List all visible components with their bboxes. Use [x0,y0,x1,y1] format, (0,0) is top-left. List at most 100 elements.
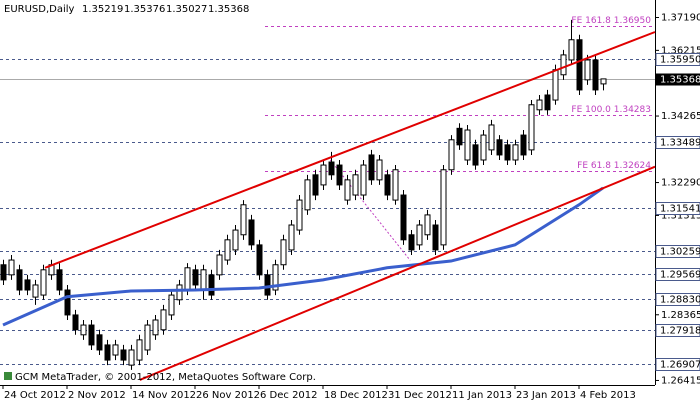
current-price-box [656,73,700,86]
candle-body [512,144,519,161]
candle-body [496,139,503,156]
open-value: 1.35219 [82,4,123,15]
candle-body [416,224,423,246]
y-tick-label: 1.26415 [661,375,700,386]
candle-body [408,234,415,251]
candle-body [344,179,351,201]
fibo-line [329,159,411,261]
x-tick-label: 31 Dec 2012 [388,390,452,401]
channel-line [44,31,656,269]
candle-body [96,334,103,351]
close-value: 1.35368 [208,4,249,15]
footer-icon [4,372,12,380]
y-tick-label: 1.37190 [661,13,700,24]
candle-body [304,179,311,211]
y-tick-label: 1.36215 [661,45,700,56]
candle-body [456,127,463,146]
candle-body [536,99,543,111]
candle-body [568,39,575,61]
candle-body [384,174,391,196]
x-tick-label: 14 Nov 2012 [132,390,196,401]
candle-body [352,174,359,196]
candle-body [392,169,399,201]
candle-body [472,144,479,166]
x-tick-label: 18 Dec 2012 [324,390,388,401]
candle-body [176,284,183,301]
x-tick-label: 26 Nov 2012 [196,390,260,401]
moving-average [2,186,604,327]
low-value: 1.35027 [166,4,207,15]
candle-body [320,164,327,186]
candle-body [80,324,87,336]
fe-level-label: FE 100.0 1.34283 [571,105,651,115]
candle-body [544,94,551,111]
candle-body [368,154,375,181]
candle-body [528,104,535,151]
level-label: 1.28830 [660,295,700,306]
candle-body [24,279,31,291]
candle-body [160,309,167,331]
candle-body [504,144,511,161]
level-label: 1.33489 [660,138,700,149]
y-tick-label: 1.32290 [661,178,700,189]
candle-body [240,204,247,236]
candle-body [136,339,143,361]
candle-body [584,59,591,81]
candle-body [424,214,431,236]
candle-body [72,314,79,331]
candle-body [488,124,495,151]
candle-body [232,229,239,251]
high-value: 1.35376 [124,4,165,15]
candle-body [16,269,23,291]
candle-body [400,194,407,241]
x-tick-label: 23 Jan 2013 [516,390,576,401]
y-tick-label: 1.31315 [661,210,700,221]
candle-body [88,324,95,346]
x-tick-label: 11 Jan 2013 [452,390,512,401]
candle-body [144,324,151,351]
candle-body [592,59,599,91]
candle-body [8,259,15,276]
candle-body [312,174,319,196]
candle-body [440,169,447,246]
candle-body [576,39,583,91]
candle-body [64,289,71,316]
candle-body [112,344,119,356]
channel-line [139,165,656,381]
candle-body [336,164,343,186]
candle-body [248,219,255,246]
candle-body [328,161,335,176]
candle-body [224,239,231,261]
candle-body [480,134,487,161]
candle-body [560,54,567,76]
candle-body [552,69,559,101]
x-tick-label: 4 Feb 2013 [580,390,636,401]
candle-body [200,269,207,291]
y-tick-label: 1.28365 [661,310,700,321]
level-box [655,324,700,337]
candle-body [168,294,175,316]
level-box [655,202,700,215]
fe-level-label: FE 161.8 1.36950 [571,16,651,26]
level-box [655,268,700,281]
symbol-label: EURUSD,Daily [4,4,75,15]
candle-body [360,164,367,196]
level-label: 1.30259 [660,247,700,258]
candle-body [0,264,7,281]
plot-area [0,19,656,381]
level-label: 1.31541 [660,204,700,215]
candle-body [104,344,111,361]
level-label: 1.29569 [660,270,700,281]
candle-body [600,78,607,85]
y-tick-label: 1.34265 [661,111,700,122]
x-tick-label: 6 Dec 2012 [260,390,318,401]
footer-text: GCM MetaTrader, © 2001-2012, MetaQuotes … [15,372,316,383]
candle-body [296,199,303,231]
candle-body [256,244,263,276]
level-box [655,358,700,371]
candle-body [264,274,271,296]
candle-body [432,224,439,251]
candle-body [128,349,135,366]
